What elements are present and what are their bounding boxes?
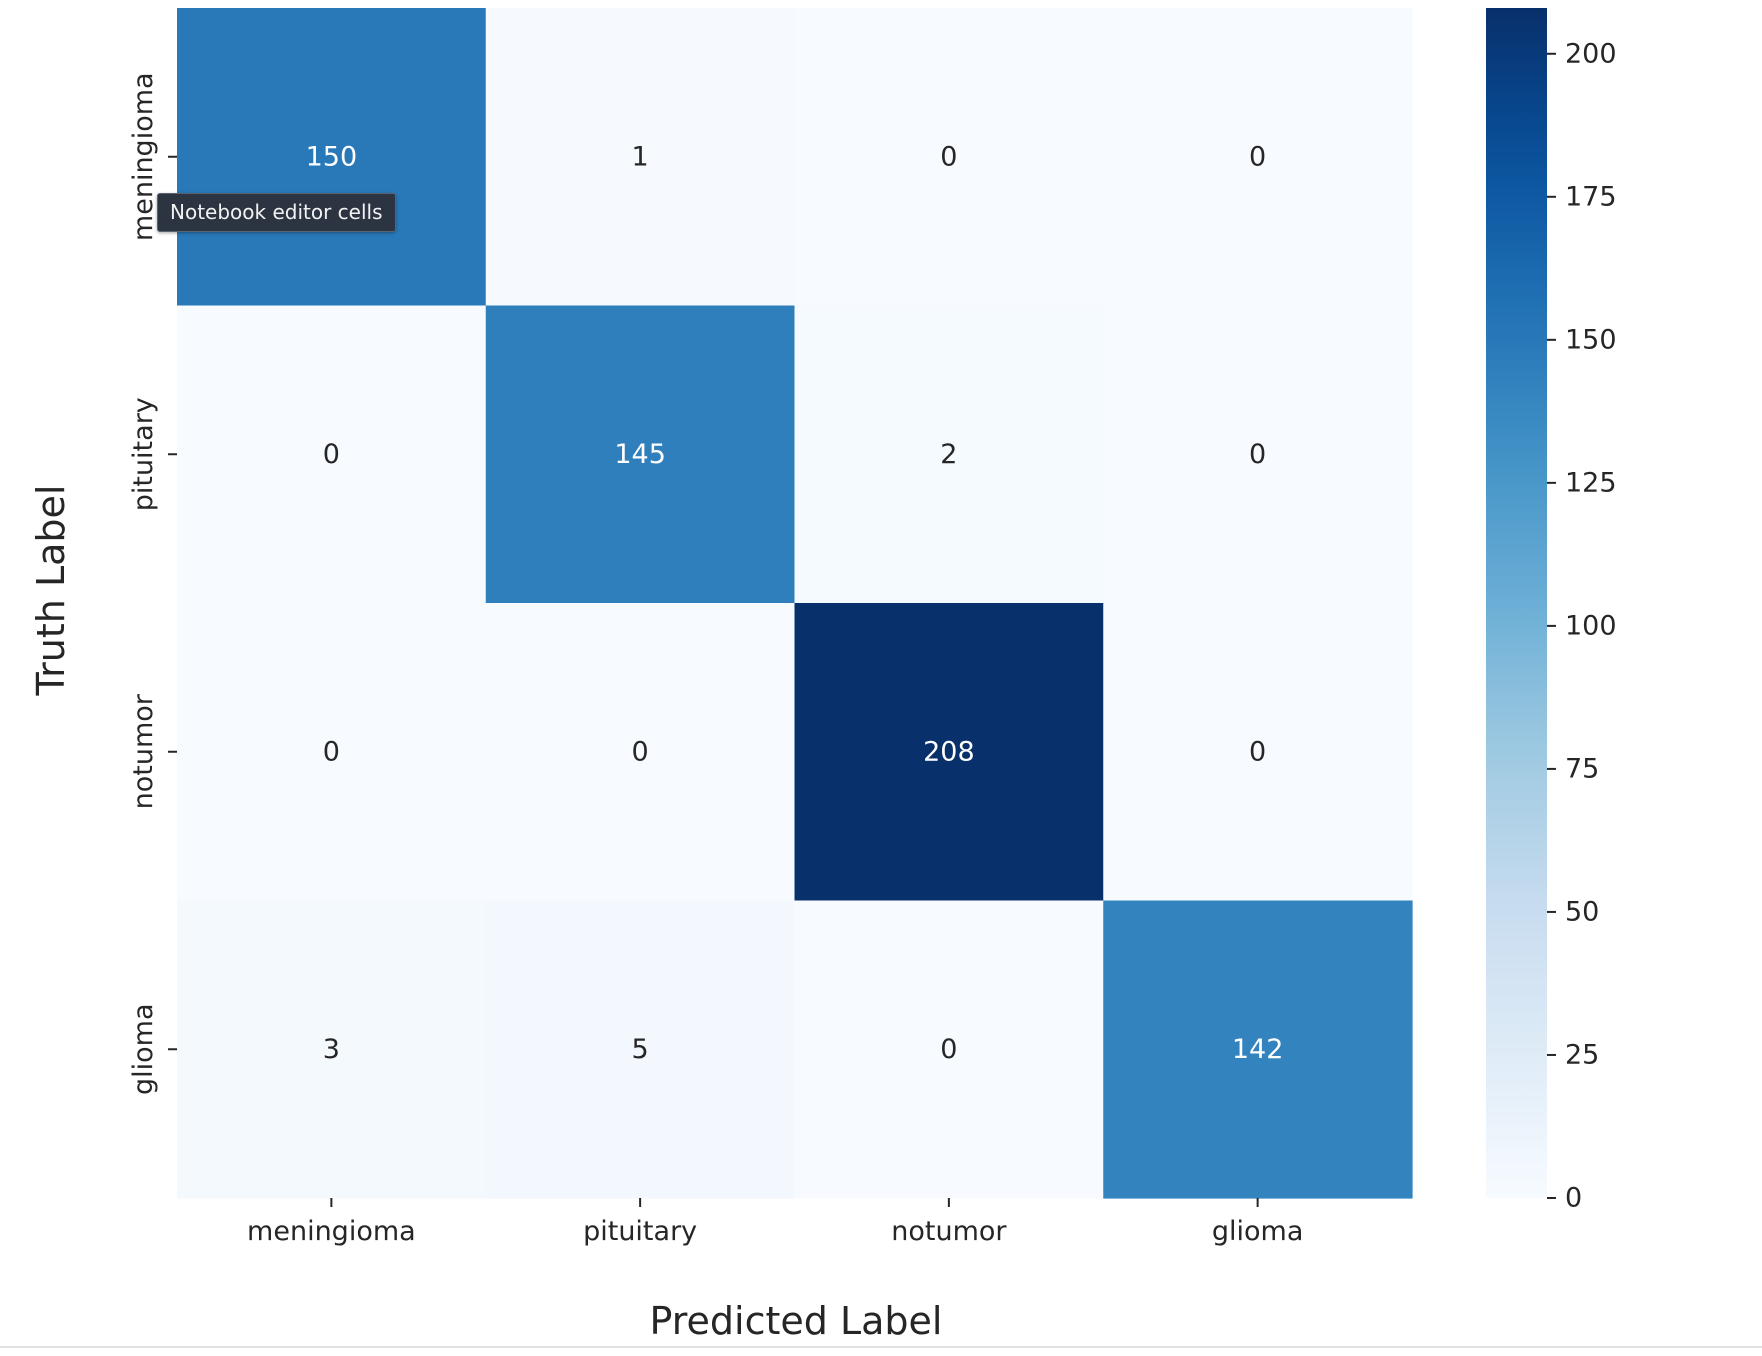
heatmap-cell <box>1103 900 1413 1199</box>
cell-value-label: 208 <box>923 736 975 767</box>
colorbar-tick-label: 50 <box>1565 896 1599 927</box>
colorbar-tick-label: 200 <box>1565 38 1617 69</box>
heatmap-cell <box>794 603 1104 902</box>
x-axis: meningioma pituitary notumor glioma <box>247 1198 1303 1247</box>
cell-value-label: 0 <box>1249 736 1266 767</box>
y-tick-label: meningioma <box>128 72 159 241</box>
x-axis-label: Predicted Label <box>650 1299 943 1343</box>
heatmap-cell <box>1103 305 1413 604</box>
heatmap-cell <box>177 603 487 902</box>
heatmap-cell <box>485 603 796 902</box>
cell-value-label: 0 <box>323 439 340 470</box>
cell-value-label: 0 <box>1249 439 1266 470</box>
cell-value-label: 2 <box>940 439 957 470</box>
heatmap-cell <box>794 8 1104 307</box>
heatmap-cell <box>485 900 796 1199</box>
colorbar-tick-label: 75 <box>1565 753 1599 784</box>
cell-value-label: 150 <box>306 141 358 172</box>
heatmap-cells <box>177 8 1413 1199</box>
y-tick-label: notumor <box>128 693 159 809</box>
heatmap-cell <box>485 8 796 307</box>
heatmap-cell <box>177 900 487 1199</box>
window-bottom-border <box>0 1346 1762 1348</box>
x-tick-label: notumor <box>891 1216 1007 1247</box>
cell-value-label: 142 <box>1232 1034 1284 1065</box>
colorbar-gradient <box>1486 8 1547 1198</box>
y-axis-label: Truth Label <box>29 485 73 697</box>
y-axis: meningioma pituitary notumor glioma <box>128 72 177 1095</box>
heatmap-cell <box>177 305 487 604</box>
colorbar-tick-label: 125 <box>1565 467 1617 498</box>
cell-value-label: 0 <box>323 736 340 767</box>
heatmap-cell <box>1103 603 1413 902</box>
colorbar-tick-label: 100 <box>1565 610 1617 641</box>
colorbar-tick-label: 175 <box>1565 181 1617 212</box>
y-tick-label: glioma <box>128 1003 159 1095</box>
heatmap-cell <box>794 305 1104 604</box>
colorbar-tick-label: 0 <box>1565 1183 1582 1214</box>
heatmap-cell <box>485 305 796 604</box>
cell-value-label: 5 <box>632 1034 649 1065</box>
colorbar-tick-label: 150 <box>1565 324 1617 355</box>
x-tick-label: meningioma <box>247 1216 416 1247</box>
y-tick-label: pituitary <box>128 397 159 511</box>
cell-value-label: 1 <box>632 141 649 172</box>
cell-value-label: 0 <box>940 1034 957 1065</box>
notebook-cells-tooltip: Notebook editor cells <box>157 193 396 232</box>
x-tick-label: pituitary <box>583 1216 697 1247</box>
cell-value-label: 3 <box>323 1034 340 1065</box>
heatmap-cell <box>1103 8 1413 307</box>
heatmap-cell <box>177 8 487 307</box>
cell-value-label: 0 <box>632 736 649 767</box>
cell-value-label: 0 <box>1249 141 1266 172</box>
cell-annotations: 150 1 0 0 0 145 2 0 0 0 208 0 3 5 0 142 <box>306 141 1284 1065</box>
x-tick-label: glioma <box>1212 1216 1304 1247</box>
cell-value-label: 145 <box>614 439 666 470</box>
colorbar-tick-label: 25 <box>1565 1039 1599 1070</box>
colorbar: 0 25 50 75 100 125 150 175 200 <box>1486 8 1617 1214</box>
cell-value-label: 0 <box>940 141 957 172</box>
heatmap-cell <box>794 900 1104 1199</box>
